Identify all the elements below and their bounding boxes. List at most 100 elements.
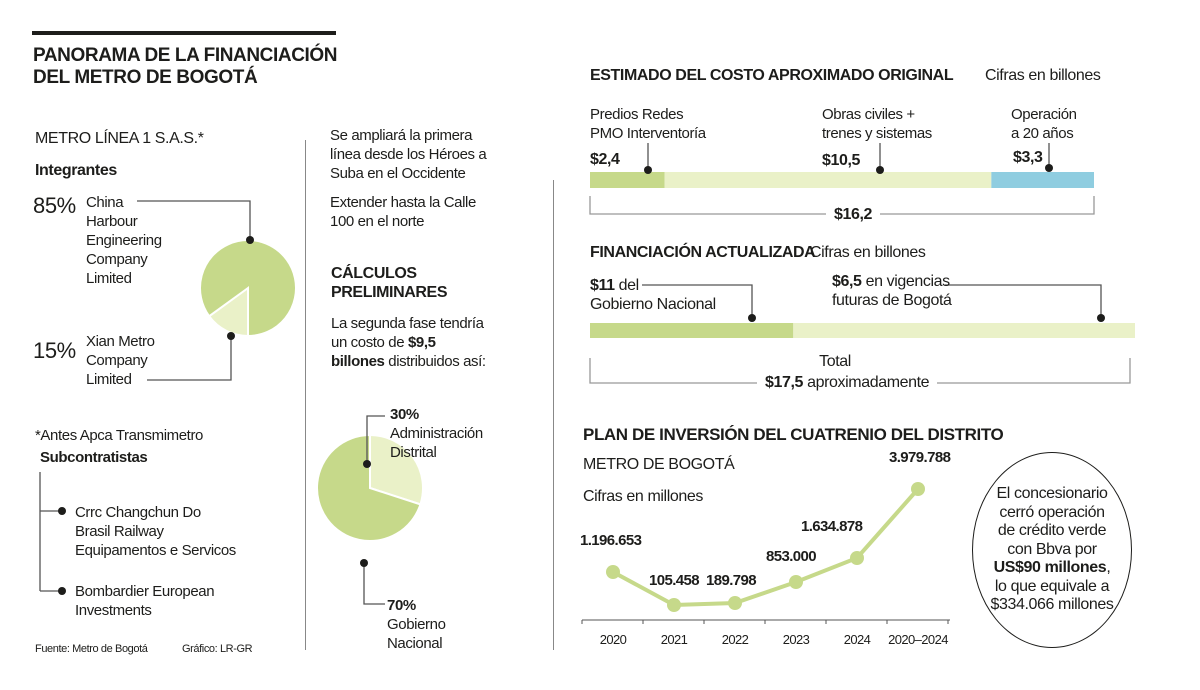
text: distribuidos así:	[384, 353, 486, 370]
line: $334.066 millones	[990, 596, 1114, 613]
text: ,	[1106, 559, 1111, 576]
line: PMO Interventoría	[590, 125, 706, 142]
line: Crrc Changchun Do	[75, 504, 201, 521]
x-tick-label: 2020–2024	[888, 632, 948, 647]
divider	[553, 180, 554, 650]
cost-bar-segment	[991, 172, 1094, 188]
cost-bar-segment	[664, 172, 992, 188]
leader-dot	[1097, 314, 1105, 322]
plan-subtitle: METRO DE BOGOTÁ	[583, 456, 735, 473]
members-label: Integrantes	[35, 162, 117, 179]
member-name: Xian Metro Company Limited	[86, 332, 155, 389]
note-ellipse	[972, 452, 1132, 648]
data-point	[911, 482, 925, 496]
city-label: $6,5 en vigencias futuras de Bogotá	[832, 272, 952, 310]
line: 100 en el norte	[330, 213, 425, 230]
line: Administración	[390, 425, 483, 442]
line: de crédito verde	[997, 522, 1107, 539]
leader-line	[147, 336, 232, 381]
pie-slice-china-harbour	[199, 239, 297, 338]
member-pct: 85%	[33, 193, 76, 218]
cost-value: $2,4	[590, 151, 620, 168]
subcontractors-label: Subcontratistas	[40, 449, 148, 466]
leader-dot	[227, 332, 235, 340]
line: futuras de Bogotá	[832, 292, 952, 309]
amount: US$90 millones	[993, 559, 1107, 576]
cost-title: ESTIMADO DEL COSTO APROXIMADO ORIGINAL	[590, 67, 954, 84]
plan-title: PLAN DE INVERSIÓN DEL CUATRENIO DEL DIST…	[583, 425, 1004, 444]
x-tick-label: 2021	[660, 632, 688, 647]
line: La segunda fase tendría	[331, 315, 484, 332]
x-tick-label: 2020	[599, 632, 627, 647]
data-point	[850, 551, 864, 565]
line: con Bbva por	[1007, 540, 1097, 558]
series-line	[612, 487, 920, 608]
line: cerró operación	[999, 503, 1105, 521]
line: Gobierno	[387, 616, 446, 633]
line: Extender hasta la Calle	[330, 194, 476, 211]
leader-dot	[246, 236, 254, 244]
pct: 30%	[390, 406, 419, 423]
data-label: 1.634.878	[801, 518, 863, 535]
expansion-text: Se ampliará la primera línea desde los Hé…	[330, 126, 487, 183]
line: línea desde los Héroes a	[330, 146, 487, 163]
nation-label: $11 del Gobierno Nacional	[590, 276, 716, 314]
amount: $6,5	[832, 273, 862, 290]
subcontractor-item: Bombardier European Investments	[75, 582, 215, 620]
cost-value: $3,3	[1013, 149, 1043, 166]
line: PRELIMINARES	[331, 284, 448, 301]
line: CÁLCULOS	[331, 265, 417, 282]
line: Equipamentos e Servicos	[75, 542, 236, 559]
leader-line	[642, 284, 753, 318]
line: $6,5 en vigencias	[832, 272, 952, 291]
slice-label-admin: 30% Administración Distrital	[390, 405, 483, 462]
line: Bombardier European	[75, 583, 215, 600]
amount: $9,5	[407, 334, 436, 351]
leader-dot	[876, 166, 884, 174]
line: Obras civiles +	[822, 106, 915, 123]
line: US$90 millones,	[972, 559, 1132, 578]
x-tick-label: 2024	[843, 632, 871, 647]
line: Investments	[75, 602, 152, 619]
total-label: Total	[819, 353, 851, 370]
line: un costo de $9,5	[331, 333, 486, 352]
cost-label: Operación a 20 años	[1011, 105, 1077, 143]
text: un costo de	[331, 334, 408, 351]
data-label: 3.979.788	[889, 449, 951, 466]
total-value: $17,5 aproximadamente	[757, 373, 938, 392]
name-line: China	[86, 194, 124, 211]
financing-bar-segment	[590, 323, 794, 338]
credit: Gráfico: LR-GR	[182, 643, 253, 655]
data-point	[789, 575, 803, 589]
data-point	[728, 596, 742, 610]
financing-unit: Cifras en billones	[810, 244, 926, 261]
data-point	[667, 598, 681, 612]
company-name: METRO LÍNEA 1 S.A.S.*	[35, 130, 204, 147]
data-label: 853.000	[766, 548, 817, 565]
subcontractor-item: Crrc Changchun Do Brasil Railway Equipamen…	[75, 503, 236, 560]
data-label: 1.196.653	[580, 532, 642, 549]
data-label: 105.458	[649, 572, 700, 589]
financing-title: FINANCIACIÓN ACTUALIZADA	[590, 244, 816, 261]
footnote: *Antes Apca Transmimetro	[35, 427, 203, 444]
x-tick-label: 2023	[782, 632, 810, 647]
name-line: Xian Metro	[86, 333, 155, 350]
top-rule	[32, 31, 336, 35]
cost-label: Predios Redes PMO Interventoría	[590, 105, 706, 143]
amount: $17,5	[765, 374, 804, 391]
pie-slice-administracion	[369, 433, 424, 506]
leader-line	[363, 563, 385, 605]
cost-unit: Cifras en billones	[985, 67, 1101, 84]
title-line: PANORAMA DE LA FINANCIACIÓN	[33, 45, 338, 66]
x-tick-label: 2022	[721, 632, 749, 647]
line: Se ampliará la primera	[330, 127, 473, 144]
slice-label-nation: 70% Gobierno Nacional	[387, 596, 446, 653]
leader-line	[366, 415, 385, 464]
line: Nacional	[387, 635, 443, 652]
leader-dot	[1045, 164, 1053, 172]
line: billones distribuidos así:	[331, 352, 486, 371]
text: del	[614, 277, 640, 294]
line: lo que equivale a	[994, 577, 1110, 595]
leader-dot	[58, 587, 66, 595]
cost-value: $10,5	[822, 152, 861, 169]
